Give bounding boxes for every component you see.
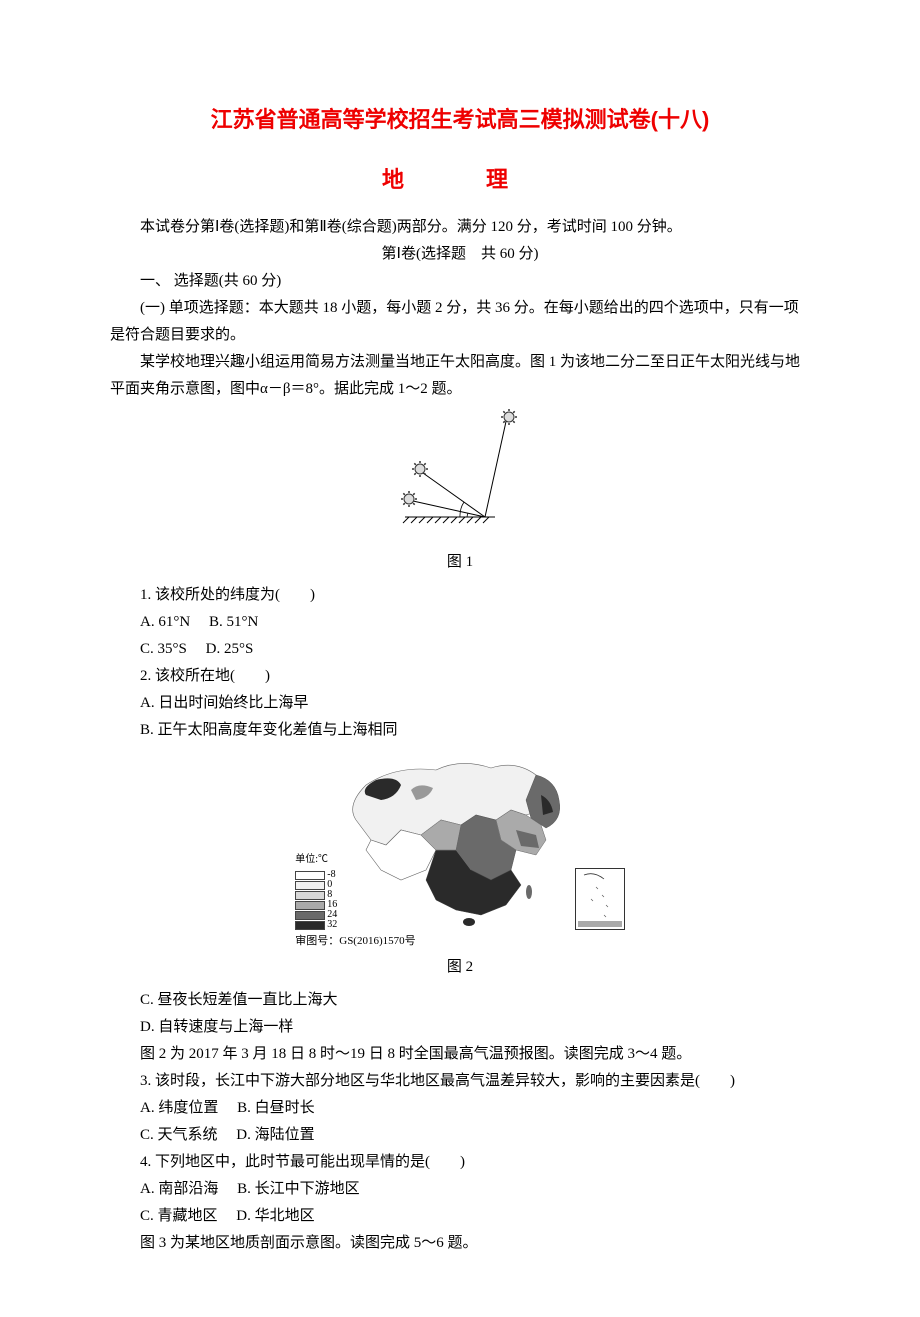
q1-options-row1: A. 61°N B. 51°N — [110, 609, 810, 636]
q1-option-a: A. 61°N — [140, 614, 190, 630]
q4-stem: 4. 下列地区中，此时节最可能出现旱情的是( ) — [110, 1149, 810, 1176]
q4-options-row1: A. 南部沿海 B. 长江中下游地区 — [110, 1176, 810, 1203]
q4-option-d: D. 华北地区 — [236, 1208, 314, 1224]
sun-icons — [401, 409, 517, 507]
sun-icon — [501, 409, 517, 425]
exam-intro: 本试卷分第Ⅰ卷(选择题)和第Ⅱ卷(综合题)两部分。满分 120 分，考试时间 1… — [110, 214, 810, 241]
q4-option-b: B. 长江中下游地区 — [237, 1181, 360, 1197]
figure-2-caption: 图 2 — [110, 954, 810, 981]
q4-option-c: C. 青藏地区 — [140, 1208, 218, 1224]
q1-options-row2: C. 35°S D. 25°S — [110, 636, 810, 663]
south-sea-inset — [575, 868, 625, 930]
q2-stem: 2. 该校所在地( ) — [110, 663, 810, 690]
context-q1-q2: 某学校地理兴趣小组运用简易方法测量当地正午太阳高度。图 1 为该地二分二至日正午… — [110, 349, 810, 403]
figure-2: 单位:℃ -808162432 — [110, 750, 810, 981]
q1-option-c: C. 35°S — [140, 641, 187, 657]
context-q5-q6: 图 3 为某地区地质剖面示意图。读图完成 5～6 题。 — [110, 1230, 810, 1257]
q1-stem: 1. 该校所处的纬度为( ) — [110, 582, 810, 609]
q2-option-d: D. 自转速度与上海一样 — [110, 1014, 810, 1041]
q3-stem: 3. 该时段，长江中下游大部分地区与华北地区最高气温差异较大，影响的主要因素是(… — [110, 1068, 810, 1095]
sun-icon — [412, 461, 428, 477]
figure-1-svg — [375, 409, 545, 539]
q3-options-row2: C. 天气系统 D. 海陆位置 — [110, 1122, 810, 1149]
q2-option-c: C. 昼夜长短差值一直比上海大 — [110, 987, 810, 1014]
q1-option-b: B. 51°N — [209, 614, 258, 630]
exam-title: 江苏省普通高等学校招生考试高三模拟测试卷(十八) — [110, 100, 810, 140]
q4-option-a: A. 南部沿海 — [140, 1181, 218, 1197]
legend-swatch — [295, 911, 325, 920]
ground-hatch — [403, 517, 495, 523]
map-legend: 单位:℃ -808162432 — [295, 851, 337, 930]
legend-swatch — [295, 921, 325, 930]
legend-swatch — [295, 881, 325, 890]
q2-option-b: B. 正午太阳高度年变化差值与上海相同 — [110, 717, 810, 744]
legend-swatch — [295, 901, 325, 910]
q3-option-b: B. 白昼时长 — [237, 1100, 315, 1116]
section1-title: 一、 选择题(共 60 分) — [110, 268, 810, 295]
figure-1: 图 1 — [110, 409, 810, 576]
q3-option-a: A. 纬度位置 — [140, 1100, 218, 1116]
q2-option-a: A. 日出时间始终比上海早 — [110, 690, 810, 717]
figure-1-caption: 图 1 — [110, 549, 810, 576]
sun-rays — [413, 417, 507, 517]
sun-icon — [401, 491, 417, 507]
q3-options-row1: A. 纬度位置 B. 白昼时长 — [110, 1095, 810, 1122]
q3-option-d: D. 海陆位置 — [236, 1127, 314, 1143]
q4-options-row2: C. 青藏地区 D. 华北地区 — [110, 1203, 810, 1230]
legend-swatch — [295, 891, 325, 900]
legend-swatch — [295, 871, 325, 880]
section1-header: 第Ⅰ卷(选择题 共 60 分) — [110, 241, 810, 268]
q3-option-c: C. 天气系统 — [140, 1127, 218, 1143]
context-q3-q4: 图 2 为 2017 年 3 月 18 日 8 时～19 日 8 时全国最高气温… — [110, 1041, 810, 1068]
china-map-svg — [341, 750, 571, 930]
map-approval: 审图号：GS(2016)1570号 — [295, 932, 625, 952]
q1-option-d: D. 25°S — [206, 641, 254, 657]
exam-subject: 地 理 — [110, 160, 810, 200]
section1-sub: (一) 单项选择题：本大题共 18 小题，每小题 2 分，共 36 分。在每小题… — [110, 295, 810, 349]
legend-row: 32 — [295, 920, 337, 930]
